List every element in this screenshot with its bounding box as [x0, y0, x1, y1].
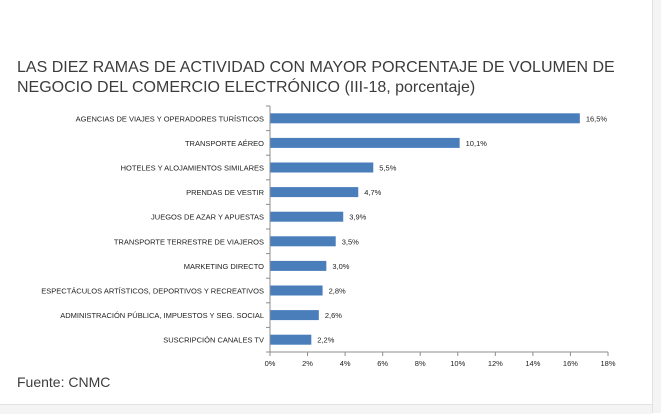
x-tick-label: 16% [563, 359, 578, 368]
x-tick-label: 8% [415, 359, 426, 368]
x-tick-label: 12% [488, 359, 503, 368]
value-label: 16,5% [586, 114, 608, 123]
category-label: MARKETING DIRECTO [184, 262, 264, 271]
x-tick-label: 18% [600, 359, 615, 368]
source-note: Fuente: CNMC [17, 374, 111, 390]
value-label: 10,1% [466, 139, 488, 148]
value-label: 4,7% [364, 188, 381, 197]
category-label: HOTELES Y ALOJAMIENTOS SIMILARES [121, 164, 264, 173]
category-label: AGENCIAS DE VIAJES Y OPERADORES TURÍSTIC… [76, 114, 264, 123]
x-tick-label: 14% [525, 359, 540, 368]
bar [270, 310, 319, 321]
value-label: 3,9% [349, 213, 366, 222]
bar-chart: 0% 2% 4% 6% 8% 10% 12% 14% 16% 18% AGENCIAS DE VIA… [41, 105, 616, 368]
value-label: 2,6% [325, 311, 342, 320]
x-tick-label: 4% [340, 359, 351, 368]
value-label: 3,5% [342, 237, 359, 246]
bar [270, 162, 374, 173]
bar [270, 187, 359, 198]
value-label: 3,0% [332, 262, 349, 271]
value-label: 2,2% [317, 336, 334, 345]
category-label: PRENDAS DE VESTIR [186, 188, 265, 197]
x-tick-label: 6% [377, 359, 388, 368]
chart-title: LAS DIEZ RAMAS DE ACTIVIDAD CON MAYOR PO… [17, 59, 615, 96]
category-label: TRANSPORTE TERRESTRE DE VIAJEROS [114, 237, 264, 246]
bar [270, 236, 336, 247]
bar [270, 260, 327, 271]
bar [270, 285, 323, 296]
x-tick-label: 10% [450, 359, 465, 368]
category-label: JUEGOS DE AZAR Y APUESTAS [151, 213, 264, 222]
bar [270, 334, 312, 345]
x-tick-label: 0% [265, 359, 276, 368]
category-label: SUSCRIPCIÓN CANALES TV [163, 336, 264, 345]
bar [270, 113, 580, 124]
frame-edge-right [652, 0, 661, 413]
bar [270, 211, 344, 222]
category-label: ADMINISTRACIÓN PÚBLICA, IMPUESTOS Y SEG.… [60, 311, 264, 320]
bar [270, 137, 460, 148]
value-label: 2,8% [329, 287, 346, 296]
category-label: ESPECTÁCULOS ARTÍSTICOS, DEPORTIVOS Y RE… [41, 287, 264, 296]
value-label: 5,5% [379, 164, 396, 173]
frame-edge-bottom [0, 404, 652, 414]
x-tick-label: 2% [302, 359, 313, 368]
category-label: TRANSPORTE AÉREO [185, 139, 264, 148]
